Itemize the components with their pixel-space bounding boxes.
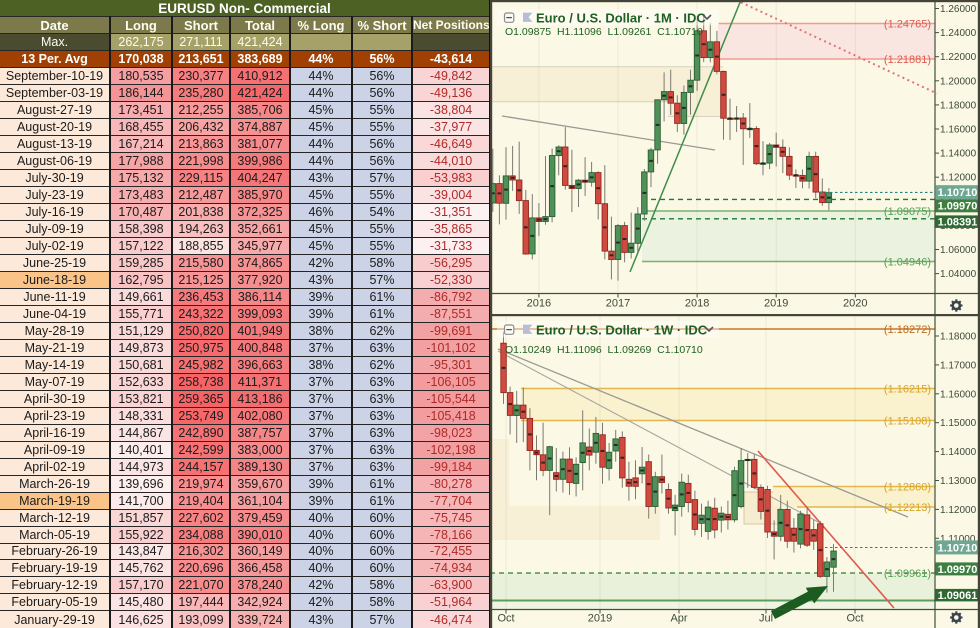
svg-text:Euro / U.S. Dollar · 1M · IDC: Euro / U.S. Dollar · 1M · IDC bbox=[536, 11, 706, 26]
svg-text:1.22000: 1.22000 bbox=[940, 52, 977, 63]
svg-text:Apr: Apr bbox=[670, 613, 687, 625]
svg-text:1.16000: 1.16000 bbox=[940, 389, 977, 400]
svg-text:2017: 2017 bbox=[606, 298, 630, 310]
svg-text:1.18000: 1.18000 bbox=[940, 332, 977, 343]
svg-text:(1.16215): (1.16215) bbox=[884, 384, 931, 396]
svg-text:(1.18272): (1.18272) bbox=[884, 324, 931, 336]
svg-text:1.24000: 1.24000 bbox=[940, 28, 977, 39]
svg-text:1.09970: 1.09970 bbox=[938, 201, 978, 213]
svg-text:Euro / U.S. Dollar · 1W · IDC: Euro / U.S. Dollar · 1W · IDC bbox=[536, 323, 708, 338]
svg-text:O1.09875 H1.11096 L1.09261: O1.09875 H1.11096 L1.09261 C1.10710 bbox=[505, 26, 703, 38]
svg-text:1.14000: 1.14000 bbox=[940, 447, 977, 458]
svg-text:1.09970: 1.09970 bbox=[938, 564, 978, 576]
svg-text:Oct: Oct bbox=[497, 613, 514, 625]
svg-text:1.09061: 1.09061 bbox=[938, 590, 978, 602]
svg-text:1.12000: 1.12000 bbox=[940, 505, 977, 516]
svg-text:1.17000: 1.17000 bbox=[940, 360, 977, 371]
svg-text:1.08391: 1.08391 bbox=[938, 217, 978, 229]
svg-text:1.16000: 1.16000 bbox=[940, 125, 977, 136]
svg-text:(1.12860): (1.12860) bbox=[884, 482, 931, 494]
svg-text:1.18000: 1.18000 bbox=[940, 100, 977, 111]
svg-text:(1.09075): (1.09075) bbox=[884, 206, 931, 218]
svg-text:2018: 2018 bbox=[685, 298, 709, 310]
svg-text:1.10710: 1.10710 bbox=[938, 187, 978, 199]
svg-text:1.13000: 1.13000 bbox=[940, 476, 977, 487]
svg-text:(1.24765): (1.24765) bbox=[884, 19, 931, 31]
svg-text:(1.15108): (1.15108) bbox=[884, 416, 931, 428]
svg-text:1.15000: 1.15000 bbox=[940, 418, 977, 429]
svg-text:1.06000: 1.06000 bbox=[940, 245, 977, 256]
svg-text:Oct: Oct bbox=[846, 613, 863, 625]
svg-text:2019: 2019 bbox=[764, 298, 788, 310]
svg-text:1.20000: 1.20000 bbox=[940, 76, 977, 87]
svg-text:1.04000: 1.04000 bbox=[940, 269, 977, 280]
svg-text:1.10710: 1.10710 bbox=[938, 542, 978, 554]
svg-text:(1.04946): (1.04946) bbox=[884, 257, 931, 269]
svg-text:(1.12213): (1.12213) bbox=[884, 502, 931, 514]
svg-text:1.26000: 1.26000 bbox=[940, 4, 977, 15]
svg-text:2016: 2016 bbox=[527, 298, 551, 310]
svg-text:2020: 2020 bbox=[843, 298, 867, 310]
svg-text:O1.10249 H1.11096 L1.09269: O1.10249 H1.11096 L1.09269 C1.10710 bbox=[505, 344, 703, 356]
svg-text:1.11000: 1.11000 bbox=[940, 534, 976, 545]
svg-text:Jul: Jul bbox=[759, 613, 773, 625]
svg-text:2019: 2019 bbox=[588, 613, 612, 625]
svg-text:(1.09961): (1.09961) bbox=[884, 568, 931, 580]
svg-text:1.12000: 1.12000 bbox=[940, 173, 977, 184]
svg-text:(1.21881): (1.21881) bbox=[884, 54, 931, 66]
svg-text:1.14000: 1.14000 bbox=[940, 149, 977, 160]
